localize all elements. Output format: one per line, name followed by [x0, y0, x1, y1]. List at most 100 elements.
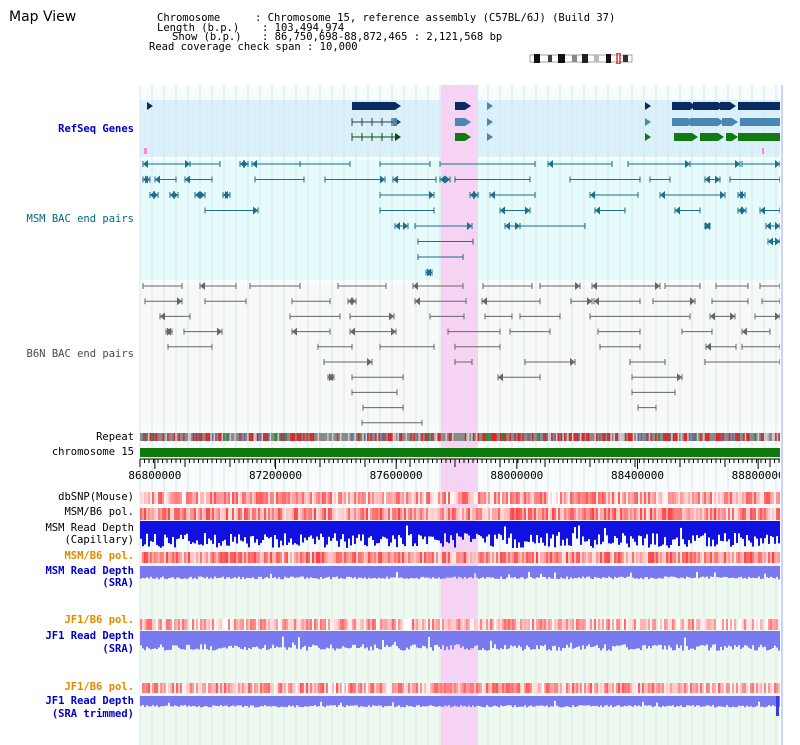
depth-bar [248, 631, 250, 648]
track-label-refseq[interactable]: RefSeq Genes [58, 123, 134, 135]
pol-cell [436, 619, 438, 630]
pol-cell [388, 508, 390, 520]
repeat-element [746, 433, 748, 441]
depth-bar [306, 631, 308, 651]
pol-cell [250, 619, 252, 630]
pol-cell [600, 683, 602, 693]
pol-cell [462, 619, 464, 630]
pol-cell [640, 683, 642, 693]
depth-bar [326, 566, 328, 578]
pol-cell [376, 552, 378, 563]
depth-bar [778, 521, 780, 544]
pol-cell [198, 619, 200, 630]
pol-cell [718, 508, 720, 520]
pol-cell [528, 552, 530, 563]
track-label-msm-b6-pol-1[interactable]: MSM/B6 pol. [64, 506, 134, 518]
pol-cell [206, 552, 208, 563]
track-label-repeat[interactable]: Repeat [96, 431, 134, 443]
repeat-element [613, 433, 615, 441]
repeat-element [668, 433, 670, 441]
pol-cell [652, 619, 654, 630]
pol-cell [508, 508, 510, 520]
depth-bar [282, 521, 284, 546]
depth-bar [190, 696, 192, 707]
pol-cell [298, 508, 300, 520]
bac-end-marker [403, 222, 408, 230]
depth-bar [408, 521, 410, 536]
pol-cell [548, 492, 550, 504]
track-label-b6n-bac[interactable]: B6N BAC end pairs [26, 348, 134, 360]
pol-cell [692, 619, 694, 630]
pol-cell [370, 492, 372, 504]
bac-end-marker [445, 175, 450, 184]
track-label-jf1-b6-pol-2[interactable]: JF1/B6 pol. [64, 681, 134, 693]
pol-cell [706, 492, 708, 504]
pol-cell [280, 619, 282, 630]
depth-bar [520, 521, 522, 548]
depth-bar [594, 566, 596, 577]
depth-bar [172, 631, 174, 646]
pol-cell [282, 508, 284, 520]
genome-tracks-canvas[interactable]: 86800000 87200000 87600000 88000000 88400000… [0, 85, 800, 745]
depth-bar [146, 521, 148, 534]
pol-cell [322, 619, 324, 630]
depth-bar [306, 521, 308, 541]
pol-cell [672, 492, 674, 504]
track-label-msm-depth-sra[interactable]: MSM Read Depth [45, 565, 134, 577]
repeat-element [258, 433, 260, 441]
pol-cell [434, 492, 436, 504]
pol-cell [180, 508, 182, 520]
pol-cell [592, 492, 594, 504]
depth-bar [224, 566, 226, 580]
pol-cell [370, 508, 372, 520]
bac-end-marker [490, 191, 495, 199]
depth-bar [330, 566, 332, 580]
axis-tick-label: 86800000 [128, 469, 181, 482]
depth-bar [724, 631, 726, 647]
pol-cell [330, 552, 332, 563]
pol-cell [698, 552, 700, 563]
repeat-element [354, 433, 356, 441]
repeat-element [544, 433, 547, 441]
depth-bar [602, 566, 604, 578]
track-label-jf1-depth-trimmed[interactable]: JF1 Read Depth [45, 695, 134, 707]
pol-cell [734, 492, 736, 504]
depth-bar [216, 696, 218, 706]
track-label-jf1-depth-sra[interactable]: JF1 Read Depth [45, 630, 134, 642]
pol-cell [236, 683, 238, 693]
depth-bar [506, 696, 508, 706]
depth-bar [668, 566, 670, 578]
pol-cell [442, 492, 444, 504]
track-label-jf1-b6-pol-1[interactable]: JF1/B6 pol. [64, 614, 134, 626]
pol-cell [634, 508, 636, 520]
bac-end-marker [766, 222, 771, 230]
pol-cell [510, 508, 512, 520]
depth-bar [624, 631, 626, 645]
depth-bar [528, 696, 530, 707]
pol-cell [402, 508, 404, 520]
depth-bar [430, 566, 432, 579]
pol-cell [484, 683, 486, 693]
pol-cell [484, 619, 486, 630]
pol-cell [728, 492, 730, 504]
depth-bar [286, 696, 288, 708]
pol-cell [708, 619, 710, 630]
bac-end-marker [160, 312, 165, 321]
depth-bar [644, 521, 646, 539]
track-label-msm-depth-capillary[interactable]: MSM Read Depth [45, 522, 134, 534]
depth-bar [612, 631, 614, 647]
pol-cell [700, 619, 702, 630]
depth-bar [310, 631, 312, 647]
depth-bar [724, 521, 726, 534]
depth-bar [374, 631, 376, 645]
depth-bar [392, 696, 394, 703]
track-label-msm-bac[interactable]: MSM BAC end pairs [26, 213, 134, 225]
depth-bar [692, 696, 694, 706]
track-label-chromosome[interactable]: chromosome 15 [51, 446, 134, 458]
pol-cell [398, 683, 400, 693]
repeat-element [527, 433, 529, 441]
depth-bar [246, 521, 248, 544]
track-label-msm-b6-pol-2[interactable]: MSM/B6 pol. [64, 550, 134, 562]
chromosome-ideogram[interactable] [528, 53, 634, 64]
track-label-dbsnp[interactable]: dbSNP(Mouse) [58, 491, 134, 503]
